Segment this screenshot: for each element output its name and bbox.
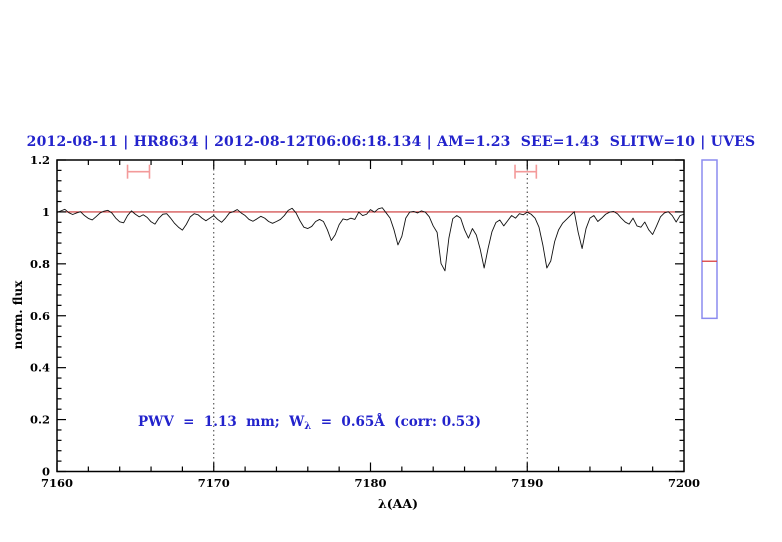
- y-tick-label: 1: [42, 205, 50, 219]
- chart-title: 2012-08-11 | HR8634 | 2012-08-12T06:06:1…: [26, 134, 756, 150]
- y-axis-label: norm. flux: [11, 280, 25, 350]
- y-tick-label: 0.2: [30, 413, 50, 427]
- pwv-annotation-prefix: PWV = 1.13 mm; W: [138, 414, 305, 430]
- y-tick-label: 0.4: [30, 361, 50, 375]
- y-tick-label: 1.2: [30, 153, 50, 167]
- pwv-annotation-suffix: = 0.65Å (corr: 0.53): [311, 414, 481, 430]
- y-tick-label: 0.6: [30, 309, 50, 323]
- pwv-annotation: PWV = 1.13 mm; Wλ = 0.65Å (corr: 0.53): [138, 414, 481, 432]
- spectrum-line: [56, 207, 685, 272]
- x-tick-label: 7180: [354, 476, 386, 490]
- x-tick-label: 7200: [668, 476, 700, 490]
- y-tick-label: 0: [42, 465, 50, 479]
- x-tick-label: 7170: [198, 476, 230, 490]
- y-tick-label: 0.8: [30, 257, 50, 271]
- pwv-annotation-subscript: λ: [304, 421, 312, 432]
- x-tick-label: 7160: [41, 476, 73, 490]
- side-gauge: [701, 159, 718, 320]
- x-axis-label: λ(AA): [378, 496, 418, 511]
- x-tick-label: 7190: [511, 476, 543, 490]
